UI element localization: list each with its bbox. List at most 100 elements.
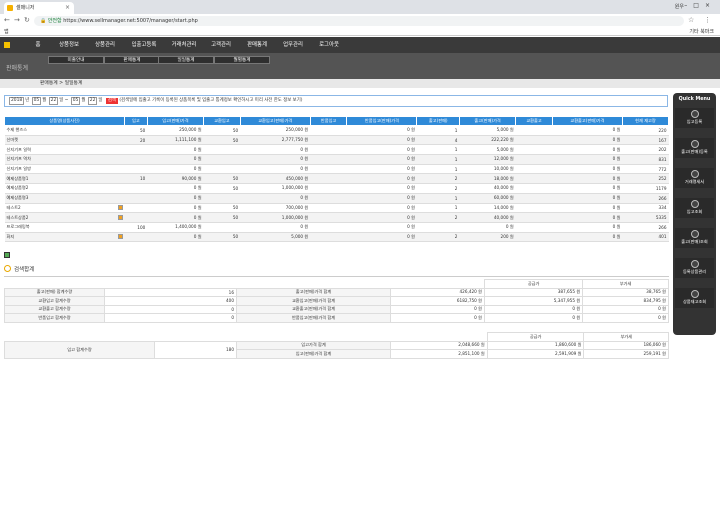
bookmark-apps[interactable]: 앱 <box>4 29 9 35</box>
product-photo-icon[interactable] <box>117 204 123 210</box>
summary-table: 공급가 부가세 출고(판매) 합계수량 16 출고(판매)가격 합계 426,420 … <box>4 279 669 323</box>
quick-item-label: 거래명세서 <box>684 179 705 184</box>
table-cell: 0 원 <box>147 154 204 165</box>
table-cell <box>203 154 241 165</box>
product-name-cell[interactable]: 신마켓 <box>4 135 125 146</box>
quick-item-label: 출고(판매)등록 <box>681 149 708 154</box>
product-name-cell[interactable]: 예제상품명1 <box>4 173 125 185</box>
menu-icon[interactable]: ⋮ <box>704 16 711 24</box>
table-cell: 831 <box>622 154 669 165</box>
nav-product-info[interactable]: 상품정보 <box>59 42 79 48</box>
table-cell <box>124 203 148 214</box>
month-from-select[interactable]: 05 <box>31 97 42 105</box>
product-name-cell[interactable]: 수제 핸즈스 <box>4 125 125 136</box>
table-cell: 250,000 원 <box>147 125 204 136</box>
product-name-cell[interactable]: 신지기프 일방 <box>4 164 125 175</box>
logo-icon[interactable] <box>4 42 10 48</box>
table-cell: 4 <box>416 135 460 146</box>
table-cell: 1 <box>416 144 460 156</box>
product-name-cell[interactable]: 테스트2 <box>4 203 125 214</box>
nav-logout[interactable]: 로그아웃 <box>319 42 339 48</box>
product-name-cell[interactable]: 예제상품명3 <box>4 193 125 204</box>
nav-inout[interactable]: 입출고등록 <box>131 42 157 48</box>
year-select[interactable]: 2018 <box>9 97 25 105</box>
table-cell: 0 원 <box>346 154 417 165</box>
summary2-row: 입고(판매)가격 합계 2,851,100 원 2,591,909 원 259,… <box>5 349 669 359</box>
table-cell: 0 원 <box>552 164 623 175</box>
day-to-select[interactable]: 22 <box>87 97 98 105</box>
quick-menu-item[interactable]: 입고등록 <box>675 108 714 128</box>
table-cell <box>310 232 347 243</box>
table-cell <box>310 154 347 165</box>
sub-btn-monthly[interactable]: 월별통계 <box>214 56 270 64</box>
product-name-cell[interactable]: 신지기프 역차 <box>4 154 125 165</box>
quick-menu-item[interactable]: 거래명세서 <box>675 168 714 188</box>
summary-value: 387,655 원 <box>484 287 584 297</box>
reload-icon[interactable]: ↻ <box>24 16 30 24</box>
table-cell: 2 <box>416 173 460 185</box>
nav-work[interactable]: 업무관리 <box>283 42 303 48</box>
in-price-value: 2,048,660 원 <box>390 340 488 350</box>
table-cell <box>515 173 553 185</box>
quick-menu-item[interactable]: 입고조회 <box>675 198 714 218</box>
browser-tab[interactable]: 셀매니저 × <box>4 2 74 14</box>
nav-vendor[interactable]: 거래처관리 <box>171 42 197 48</box>
search-button[interactable]: 검색 <box>105 98 118 104</box>
url-input[interactable]: 🔒 안전함 https://www.sellmanager.net:5007/m… <box>34 16 684 26</box>
window-controls[interactable]: –□× <box>684 2 716 9</box>
col-header: 교환출고 <box>515 116 553 126</box>
sub-btn-daily[interactable]: 일일통계 <box>158 56 214 64</box>
table-cell: 0 원 <box>147 232 204 243</box>
product-name-cell[interactable]: 테스트상품2 <box>4 212 125 223</box>
bookmark-other[interactable]: 기타 북마크 <box>689 29 714 35</box>
nav-product-manage[interactable]: 상품관리 <box>95 42 115 48</box>
month-to-select[interactable]: 05 <box>70 97 81 105</box>
table-cell: 0 원 <box>346 212 417 223</box>
star-icon[interactable]: ☆ <box>688 16 695 24</box>
quick-menu-item[interactable]: 상품재고조회 <box>675 288 714 308</box>
col-header: 교환출고(판매)가격 <box>551 116 623 126</box>
product-name: 신지기프 일력 <box>6 146 31 152</box>
product-name-cell[interactable]: 화지 <box>4 232 125 243</box>
product-photo-icon[interactable] <box>117 233 123 239</box>
product-name-cell[interactable]: 프로그래밍북 <box>4 222 125 233</box>
table-cell: 0 원 <box>346 203 417 214</box>
nav-home[interactable]: 홈 <box>35 42 41 48</box>
forward-icon[interactable]: → <box>14 16 20 24</box>
sub-btn-sales[interactable]: 판매통계 <box>104 56 160 64</box>
quick-menu-item[interactable]: 출고(판매)등록 <box>675 138 714 158</box>
quick-menu-item[interactable]: 출고(판매)조회 <box>675 228 714 248</box>
profile-name[interactable]: 원우 <box>674 4 684 10</box>
table-cell: 266 <box>622 193 669 204</box>
close-tab-icon[interactable]: × <box>64 4 70 11</box>
nav-stats[interactable]: 판매통계 <box>247 42 267 48</box>
nav-customer[interactable]: 고객관리 <box>211 42 231 48</box>
table-cell: 0 원 <box>552 222 623 233</box>
sub-btn-notice[interactable]: 미출안내 <box>48 56 104 64</box>
back-icon[interactable]: ← <box>4 16 10 24</box>
product-name-cell[interactable]: 예제상품명2 <box>4 183 125 194</box>
product-name-cell[interactable]: 신지기프 일력 <box>4 144 125 156</box>
table-cell <box>203 222 241 233</box>
table-cell: 50 <box>203 203 241 214</box>
quick-item-label: 출고(판매)조회 <box>681 239 708 244</box>
table-cell: 401 <box>622 232 669 243</box>
product-photo-icon[interactable] <box>117 214 123 220</box>
day-from-select[interactable]: 22 <box>48 97 59 105</box>
quick-menu-item[interactable]: 등록상품관리 <box>675 258 714 278</box>
checkbox[interactable] <box>4 252 10 258</box>
